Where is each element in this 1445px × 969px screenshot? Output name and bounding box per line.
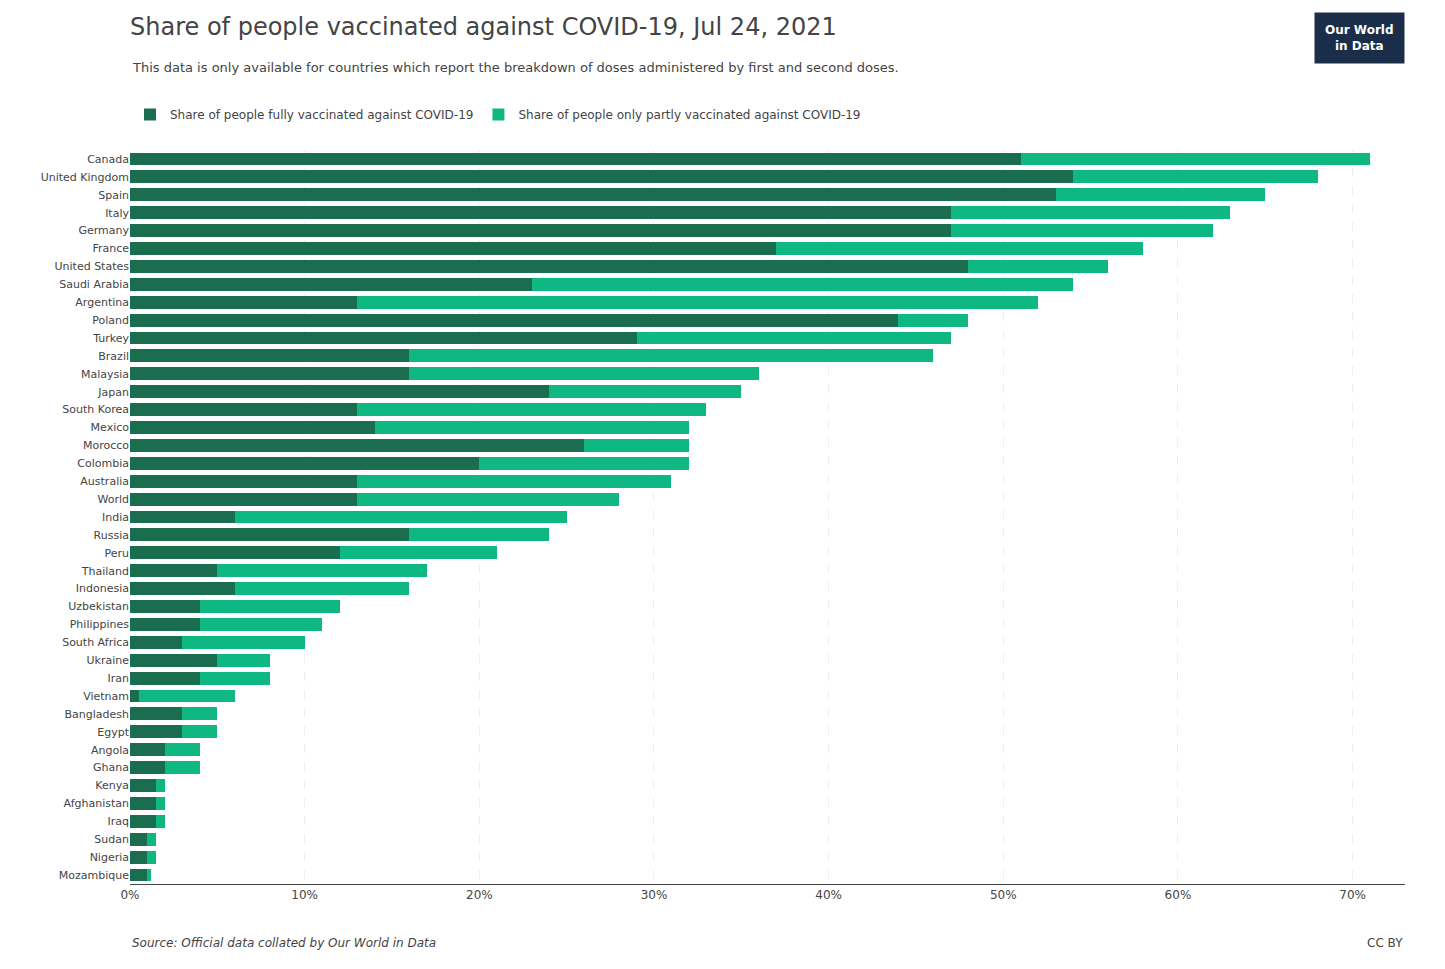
svg-text:United Kingdom: United Kingdom bbox=[41, 171, 129, 184]
svg-text:Thailand: Thailand bbox=[81, 565, 129, 578]
svg-text:World: World bbox=[97, 493, 129, 506]
svg-text:30%: 30% bbox=[641, 888, 668, 902]
svg-text:Poland: Poland bbox=[92, 314, 129, 327]
svg-text:Our Worldin Data: Our Worldin Data bbox=[1325, 23, 1394, 53]
svg-text:Philippines: Philippines bbox=[70, 618, 130, 631]
svg-text:Japan: Japan bbox=[97, 386, 129, 399]
svg-text:Share of people only partly va: Share of people only partly vaccinated a… bbox=[518, 108, 860, 122]
svg-text:Canada: Canada bbox=[87, 153, 129, 166]
svg-text:Peru: Peru bbox=[104, 547, 129, 560]
svg-text:Brazil: Brazil bbox=[98, 350, 129, 363]
svg-text:Share of people vaccinated aga: Share of people vaccinated against COVID… bbox=[130, 13, 837, 41]
svg-text:Morocco: Morocco bbox=[83, 439, 129, 452]
svg-text:Uzbekistan: Uzbekistan bbox=[68, 600, 129, 613]
svg-text:10%: 10% bbox=[291, 888, 318, 902]
svg-text:Malaysia: Malaysia bbox=[81, 368, 129, 381]
svg-text:South Africa: South Africa bbox=[62, 636, 129, 649]
svg-text:Germany: Germany bbox=[78, 224, 129, 237]
svg-text:Russia: Russia bbox=[94, 529, 129, 542]
svg-text:20%: 20% bbox=[466, 888, 493, 902]
svg-text:South Korea: South Korea bbox=[62, 403, 129, 416]
svg-text:40%: 40% bbox=[815, 888, 842, 902]
svg-text:Angola: Angola bbox=[91, 744, 129, 757]
svg-text:Spain: Spain bbox=[98, 189, 129, 202]
svg-text:Afghanistan: Afghanistan bbox=[64, 797, 130, 810]
svg-text:CC BY: CC BY bbox=[1367, 936, 1403, 950]
svg-text:India: India bbox=[102, 511, 129, 524]
svg-text:0%: 0% bbox=[120, 888, 139, 902]
svg-text:Nigeria: Nigeria bbox=[90, 851, 129, 864]
svg-text:Turkey: Turkey bbox=[92, 332, 129, 345]
svg-text:50%: 50% bbox=[990, 888, 1017, 902]
svg-text:Source: Official data collated: Source: Official data collated by Our Wo… bbox=[132, 936, 436, 950]
svg-text:Saudi Arabia: Saudi Arabia bbox=[59, 278, 129, 291]
svg-text:Italy: Italy bbox=[105, 207, 129, 220]
svg-text:Egypt: Egypt bbox=[97, 726, 129, 739]
svg-text:Australia: Australia bbox=[80, 475, 129, 488]
svg-text:Indonesia: Indonesia bbox=[76, 582, 129, 595]
svg-text:Kenya: Kenya bbox=[95, 779, 129, 792]
svg-text:Bangladesh: Bangladesh bbox=[65, 708, 130, 721]
svg-text:This data is only available fo: This data is only available for countrie… bbox=[132, 60, 899, 75]
svg-text:70%: 70% bbox=[1339, 888, 1366, 902]
svg-text:Vietnam: Vietnam bbox=[83, 690, 129, 703]
svg-text:Iran: Iran bbox=[108, 672, 130, 685]
svg-text:Iraq: Iraq bbox=[108, 815, 130, 828]
svg-text:Mozambique: Mozambique bbox=[59, 869, 129, 882]
svg-text:Argentina: Argentina bbox=[75, 296, 129, 309]
svg-text:Colombia: Colombia bbox=[77, 457, 129, 470]
svg-text:Ghana: Ghana bbox=[93, 761, 129, 774]
svg-text:Ukraine: Ukraine bbox=[87, 654, 130, 667]
svg-text:Share of people fully vaccinat: Share of people fully vaccinated against… bbox=[170, 108, 473, 122]
svg-text:United States: United States bbox=[55, 260, 130, 273]
svg-text:France: France bbox=[92, 242, 129, 255]
svg-text:Sudan: Sudan bbox=[94, 833, 129, 846]
svg-text:60%: 60% bbox=[1165, 888, 1192, 902]
svg-text:Mexico: Mexico bbox=[91, 421, 130, 434]
